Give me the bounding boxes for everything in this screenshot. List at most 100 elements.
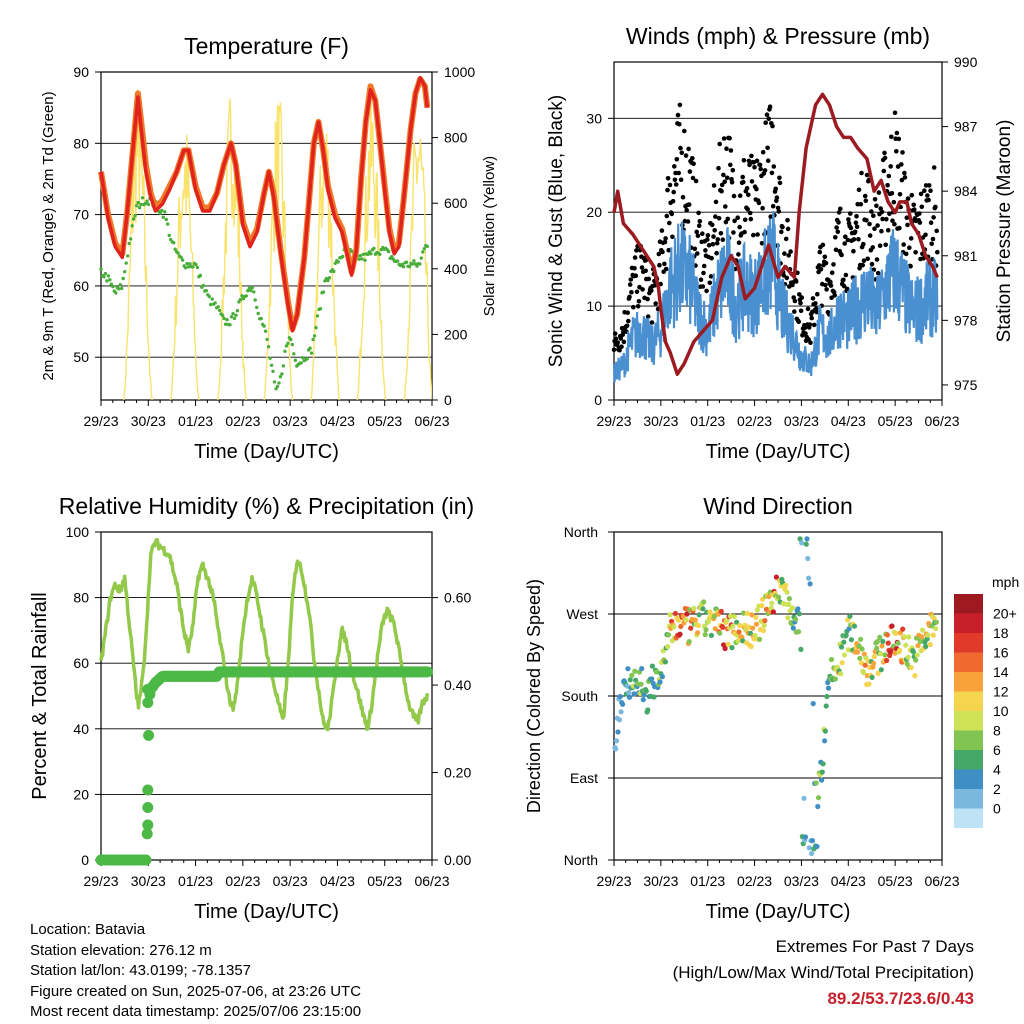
gust-point xyxy=(903,251,909,257)
y-tick-label: 70 xyxy=(73,207,89,223)
gust-point xyxy=(671,189,676,195)
dewpoint-point xyxy=(133,214,137,218)
gust-point xyxy=(919,204,925,210)
gust-point xyxy=(766,116,772,122)
direction-point xyxy=(750,625,756,631)
dewpoint-point xyxy=(231,312,235,316)
gust-point xyxy=(846,217,851,222)
gust-point xyxy=(842,241,847,246)
direction-point xyxy=(613,738,620,744)
dewpoint-point xyxy=(145,199,149,203)
direction-point xyxy=(770,609,777,615)
dewpoint-point xyxy=(172,241,176,245)
gust-point xyxy=(817,249,823,255)
gust-point xyxy=(713,199,719,205)
direction-point xyxy=(913,657,919,663)
y-right-tick-label: 1000 xyxy=(444,64,475,80)
direction-point xyxy=(930,632,936,638)
legend-label: 18 xyxy=(993,625,1009,641)
gust-point xyxy=(719,182,725,188)
gust-point xyxy=(765,145,770,151)
direction-point xyxy=(654,669,660,675)
gust-point xyxy=(712,228,717,233)
dewpoint-point xyxy=(401,265,406,269)
direction-point xyxy=(753,614,759,620)
dewpoint-point xyxy=(146,202,151,207)
gust-point xyxy=(724,146,729,151)
gust-point xyxy=(860,262,865,268)
dewpoint-point xyxy=(265,337,269,342)
direction-point xyxy=(895,640,901,646)
y-right-tick-label: 800 xyxy=(444,130,468,146)
precip-point xyxy=(141,828,153,840)
dewpoint-point xyxy=(314,326,318,330)
dewpoint-point xyxy=(114,291,118,295)
gust-point xyxy=(859,170,864,176)
gust-point xyxy=(934,228,939,234)
gust-point xyxy=(931,165,937,170)
elevation-text: Station elevation: 276.12 m xyxy=(30,941,212,959)
dewpoint-point xyxy=(216,305,220,309)
gust-point xyxy=(764,112,770,117)
gust-point xyxy=(935,249,940,255)
gust-point xyxy=(713,214,718,219)
direction-point xyxy=(901,634,907,640)
dewpoint-point xyxy=(232,316,237,321)
dewpoint-point xyxy=(106,274,111,278)
direction-point xyxy=(871,654,878,660)
gust-point xyxy=(728,162,733,168)
direction-point xyxy=(933,626,939,632)
x-tick-label: 05/23 xyxy=(367,873,402,889)
dewpoint-point xyxy=(235,309,240,313)
y-tick-label: East xyxy=(570,770,598,786)
gust-point xyxy=(813,306,819,311)
dewpoint-point xyxy=(217,308,222,313)
direction-point xyxy=(799,540,805,546)
direction-point xyxy=(933,619,940,625)
gust-point xyxy=(925,193,930,198)
gust-point xyxy=(628,277,634,282)
direction-point xyxy=(625,666,631,672)
gust-point xyxy=(632,255,638,260)
y-tick-label: 10 xyxy=(586,298,602,314)
direction-point xyxy=(841,652,848,658)
dewpoint-point xyxy=(105,279,109,283)
gust-point xyxy=(714,240,720,246)
gust-point xyxy=(716,165,721,171)
gust-point xyxy=(665,176,671,181)
y-right-tick-label: 975 xyxy=(954,377,978,393)
direction-point xyxy=(893,630,899,637)
gust-point xyxy=(841,283,847,289)
direction-point xyxy=(838,644,845,650)
gust-point xyxy=(888,164,893,169)
gust-point xyxy=(845,237,851,243)
dewpoint-point xyxy=(277,381,281,385)
direction-point xyxy=(900,626,906,632)
gust-point xyxy=(929,241,934,247)
dewpoint-point xyxy=(301,356,305,360)
y-right-tick-label: 0 xyxy=(444,392,452,408)
dewpoint-point xyxy=(255,305,259,310)
precip-series xyxy=(95,666,433,866)
gust-point xyxy=(627,282,633,287)
dewpoint-point xyxy=(363,258,367,262)
legend-swatch xyxy=(954,808,983,828)
gust-point xyxy=(852,229,858,235)
gust-point xyxy=(653,301,658,306)
gust-point xyxy=(754,186,759,192)
direction-point xyxy=(862,662,868,668)
dewpoint-point xyxy=(275,384,280,389)
dewpoint-point xyxy=(185,261,189,266)
gust-point xyxy=(872,197,878,202)
gust-point xyxy=(640,287,645,292)
direction-point xyxy=(884,632,891,638)
gust-point xyxy=(807,322,813,327)
dewpoint-point xyxy=(240,294,244,298)
direction-point xyxy=(620,701,626,707)
dewpoint-point xyxy=(228,323,232,327)
gust-point xyxy=(884,216,889,222)
legend-label: 10 xyxy=(993,703,1009,719)
gust-point xyxy=(875,270,881,276)
x-tick-label: 04/23 xyxy=(831,873,866,889)
